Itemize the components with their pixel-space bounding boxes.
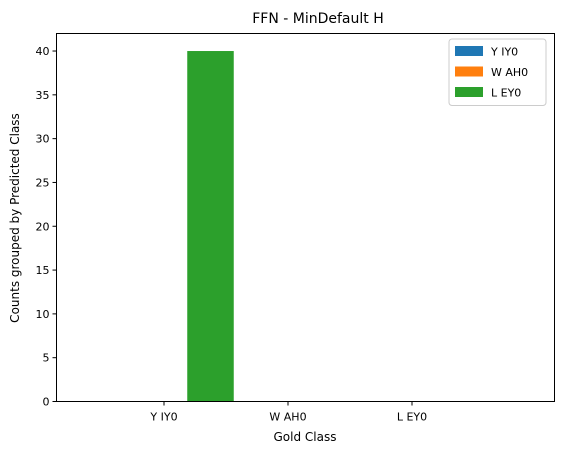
y-tick-label: 20 (36, 220, 50, 233)
plot-frame (56, 33, 555, 402)
x-tick-label: L EY0 (397, 411, 427, 424)
bars-layer (187, 51, 234, 402)
x-axis: Y IY0 W AH0 L EY0 (149, 401, 427, 424)
y-tick-label: 25 (36, 176, 50, 189)
x-tick-label: Y IY0 (149, 411, 177, 424)
legend-swatch (455, 66, 483, 77)
y-tick-label: 15 (36, 264, 50, 277)
legend-swatch (455, 87, 483, 97)
legend: Y IY0 W AH0 L EY0 (448, 38, 547, 106)
legend-swatch (455, 46, 483, 56)
chart-title: FFN - MinDefault H (252, 11, 384, 27)
y-tick-label: 10 (36, 308, 50, 321)
y-tick-label: 40 (36, 45, 50, 58)
bar-l-ey0-y-iy0 (187, 51, 234, 402)
x-tick-label: W AH0 (269, 411, 306, 424)
y-tick-label: 5 (43, 352, 50, 365)
legend-label: Y IY0 (490, 46, 518, 59)
y-axis-label: Counts grouped by Predicted Class (8, 113, 22, 323)
legend-label: W AH0 (491, 66, 528, 79)
y-tick-label: 0 (43, 396, 50, 409)
x-axis-label: Gold Class (274, 430, 337, 444)
y-tick-label: 30 (36, 133, 50, 146)
y-tick-label: 35 (36, 89, 50, 102)
y-axis: 0 5 10 15 20 25 30 35 40 (36, 45, 57, 409)
legend-label: L EY0 (491, 87, 521, 100)
